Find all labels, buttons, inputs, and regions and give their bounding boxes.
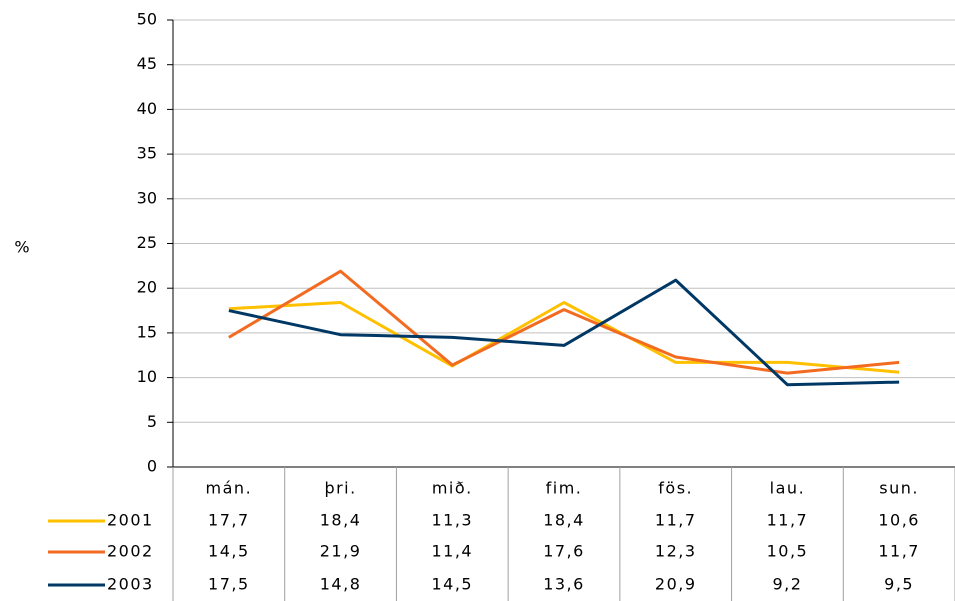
table-cell: 14,5 <box>431 575 473 594</box>
y-tick-label: 40 <box>137 99 157 118</box>
x-tick-label: lau. <box>770 479 805 498</box>
table-cell: 9,5 <box>884 575 914 594</box>
y-tick-label: 5 <box>147 412 157 431</box>
table-cell: 17,7 <box>208 511 250 530</box>
table-cell: 11,7 <box>767 511 809 530</box>
y-tick-label: 10 <box>137 367 157 386</box>
table-cell: 18,4 <box>543 511 585 530</box>
legend-label: 2003 <box>107 575 154 594</box>
y-tick-label: 20 <box>137 278 157 297</box>
x-tick-label: sun. <box>879 479 919 498</box>
table-cell: 11,4 <box>431 542 473 561</box>
legend-label: 2001 <box>107 511 154 530</box>
x-tick-label: þri. <box>324 479 356 498</box>
series-line <box>228 301 900 374</box>
series-line <box>228 269 900 375</box>
table-cell: 14,5 <box>208 542 250 561</box>
y-tick-label: 35 <box>137 144 157 163</box>
table-cell: 13,6 <box>543 575 585 594</box>
table-cell: 10,6 <box>878 511 920 530</box>
y-tick-label: 15 <box>137 322 157 341</box>
table-cell: 17,5 <box>208 575 250 594</box>
table-cell: 9,2 <box>772 575 802 594</box>
table-cell: 11,3 <box>431 511 473 530</box>
table-cell: 21,9 <box>320 542 362 561</box>
x-tick-label: mið. <box>432 479 473 498</box>
table-cell: 11,7 <box>878 542 920 561</box>
table-cell: 11,7 <box>655 511 697 530</box>
y-axis-label: % <box>14 238 29 257</box>
legend-label: 2002 <box>107 542 154 561</box>
series-line <box>228 278 900 387</box>
y-tick-label: 30 <box>137 188 157 207</box>
table-cell: 18,4 <box>320 511 362 530</box>
table-cell: 14,8 <box>320 575 362 594</box>
table-cell: 17,6 <box>543 542 585 561</box>
y-tick-label: 0 <box>147 457 157 476</box>
y-tick-label: 50 <box>137 10 157 29</box>
table-cell: 10,5 <box>767 542 809 561</box>
y-tick-label: 25 <box>137 233 157 252</box>
table-cell: 20,9 <box>655 575 697 594</box>
x-tick-label: fim. <box>546 479 583 498</box>
x-tick-label: fös. <box>658 479 693 498</box>
y-tick-label: 45 <box>137 54 157 73</box>
table-cell: 12,3 <box>655 542 697 561</box>
x-tick-label: mán. <box>206 479 253 498</box>
